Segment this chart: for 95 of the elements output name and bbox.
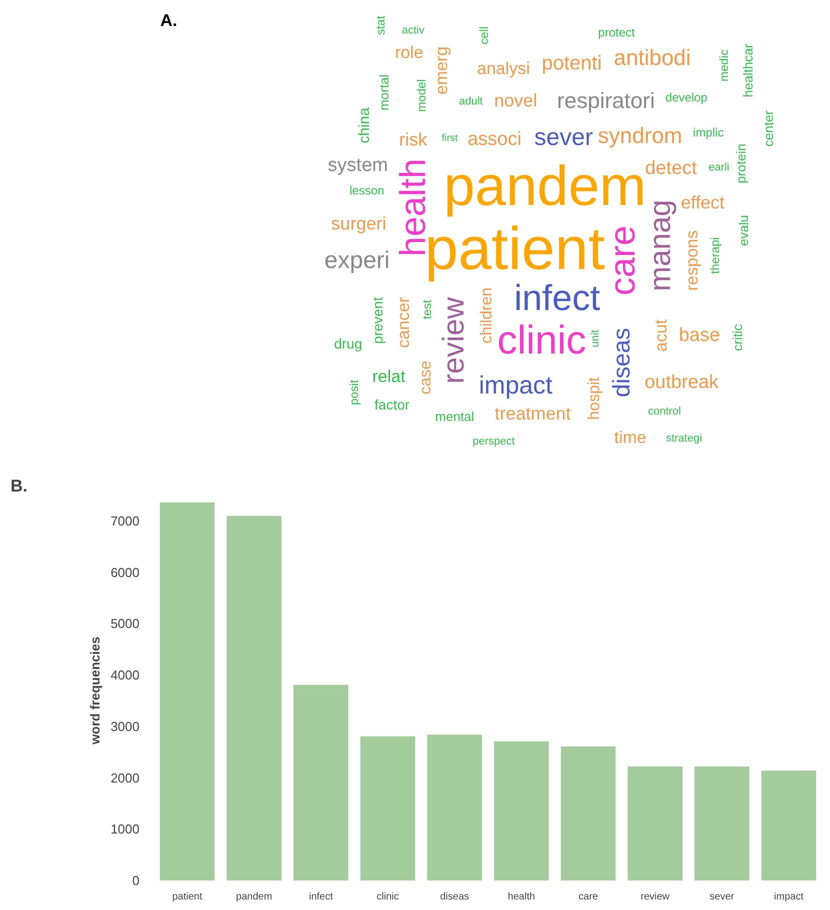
bar (160, 502, 215, 880)
text: detect (645, 158, 698, 179)
text: potenti (542, 52, 602, 74)
text: hospit (586, 376, 604, 420)
x-tick-label: impact (774, 892, 804, 902)
y-tick-label: 1000 (110, 822, 140, 837)
text: system (328, 155, 388, 176)
text: factor (374, 396, 410, 412)
text: antibodi (614, 45, 691, 70)
x-tick-label: patient (172, 892, 202, 902)
x-tick-label: health (508, 892, 536, 902)
text: novel (494, 90, 538, 110)
text: effect (680, 192, 725, 212)
text: pandem (444, 154, 646, 217)
y-tick-label: 7000 (110, 514, 140, 529)
text: manag (644, 200, 677, 292)
text: drug (334, 336, 362, 352)
y-tick-label: 3000 (110, 718, 140, 734)
bar (294, 684, 348, 880)
text: healthcar (740, 43, 756, 98)
text: therapi (708, 237, 722, 274)
text: role (394, 43, 424, 62)
text: stat (374, 15, 388, 36)
text: respiratori (557, 88, 655, 113)
text: mental (435, 409, 474, 424)
text: cancer (394, 296, 413, 348)
text: treatment (494, 404, 571, 424)
text: risk (399, 130, 428, 150)
x-tick-label: pandem (236, 892, 272, 902)
bar (628, 766, 682, 880)
text: china (356, 106, 373, 144)
text: surgeri (331, 214, 386, 234)
x-tick-label: care (578, 892, 598, 902)
text: lesson (349, 184, 384, 198)
bar (560, 746, 616, 880)
text: control (648, 406, 681, 418)
text: center (761, 110, 776, 147)
text: respons (682, 230, 702, 291)
y-tick-label: 4000 (110, 668, 140, 683)
text: model (414, 79, 428, 112)
text: sever (534, 124, 593, 151)
y-tick-label: 6000 (110, 564, 140, 580)
text: outbreak (644, 372, 720, 393)
text: time (614, 428, 646, 447)
text: medic (716, 49, 731, 82)
text: syndrom (598, 123, 682, 148)
text: test (420, 299, 434, 320)
text: unit (589, 330, 602, 348)
text: strategi (666, 432, 702, 444)
text: A. (160, 11, 178, 30)
text: children (478, 287, 496, 344)
bar (761, 770, 816, 880)
bar (427, 734, 482, 880)
y-tick-label: 2000 (110, 770, 140, 786)
text: prevent (369, 297, 386, 344)
text: activ (402, 24, 425, 36)
text: protect (598, 26, 636, 40)
text: associ (468, 129, 522, 150)
text: infect (514, 277, 600, 318)
bar (360, 736, 416, 880)
text: earli (708, 162, 730, 174)
x-tick-label: infect (308, 892, 334, 902)
bar (226, 516, 282, 880)
bar (494, 741, 549, 880)
text: experi (324, 247, 390, 274)
bar (694, 766, 750, 880)
text: mortal (376, 74, 392, 111)
text: diseas (608, 328, 636, 398)
text: cell (476, 26, 491, 45)
text: relat (372, 367, 406, 386)
x-tick-label: sever (710, 892, 735, 902)
x-tick-label: review (640, 892, 670, 902)
text: case (418, 360, 435, 394)
text: perspect (472, 436, 515, 448)
text: clinic (497, 318, 586, 362)
chart-title: B. (10, 476, 28, 496)
text: base (678, 325, 720, 346)
text: emerg (432, 46, 452, 95)
text: adult (458, 96, 483, 108)
text: first (442, 133, 458, 144)
text: impact (478, 372, 553, 400)
text: implic (693, 126, 724, 140)
y-tick-label: 5000 (110, 616, 140, 632)
text: protein (733, 144, 748, 184)
y-tick-label: 0 (132, 873, 140, 888)
text: review (437, 296, 470, 384)
x-tick-label: clinic (376, 892, 399, 902)
text: analysi (476, 59, 530, 78)
text: develop (665, 90, 708, 104)
text: posit (346, 379, 361, 406)
x-tick-label: diseas (440, 892, 470, 902)
text: acut (652, 319, 671, 352)
text: critic (730, 324, 746, 351)
text: evalu (736, 214, 751, 246)
y-axis-title: word frequencies (88, 636, 103, 746)
